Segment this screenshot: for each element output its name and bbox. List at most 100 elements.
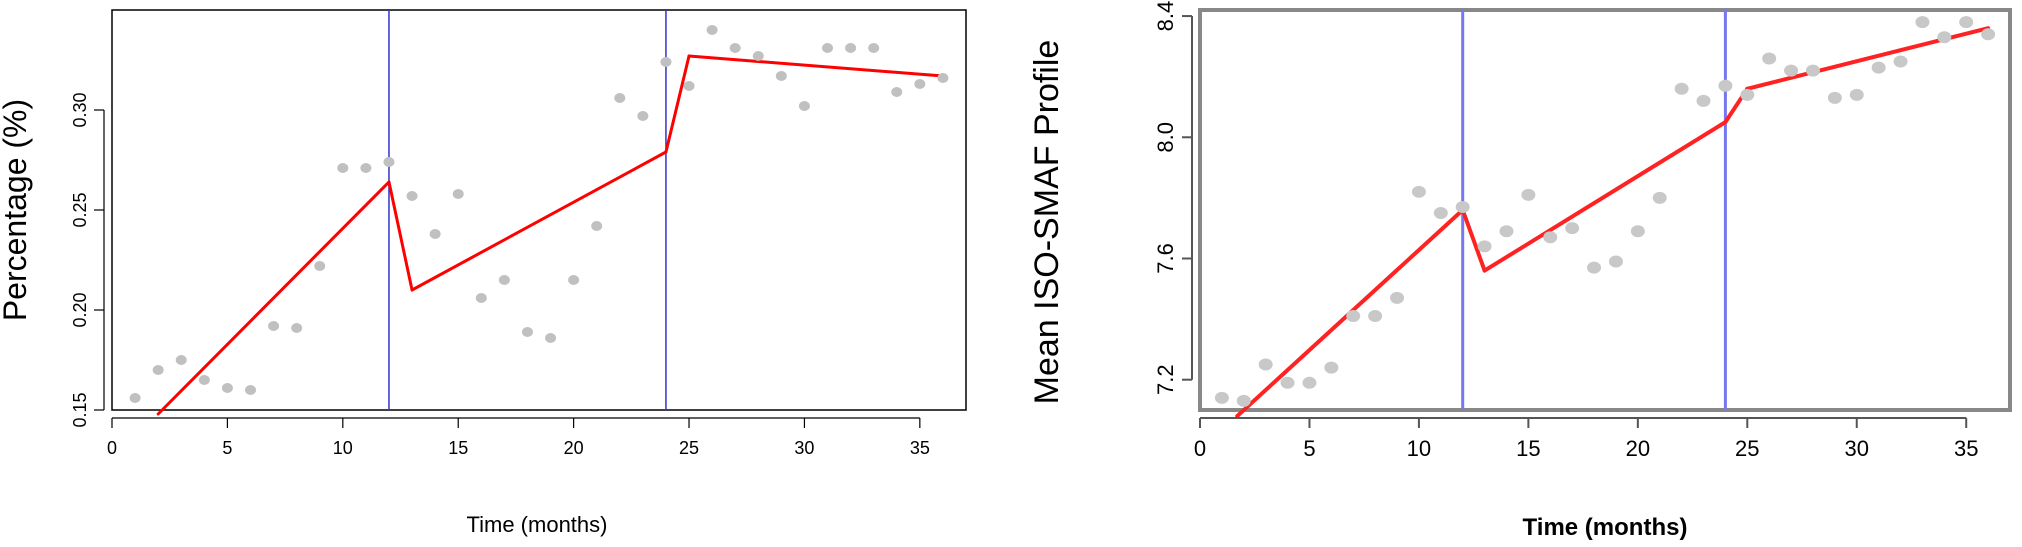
y-axis-title: Mean ISO-SMAF Profile (1028, 40, 1066, 405)
x-tick-label: 25 (679, 438, 699, 458)
data-point (1740, 88, 1755, 101)
y-tick-label: 8.0 (1153, 122, 1178, 153)
data-point (1565, 222, 1580, 235)
data-point (1805, 64, 1820, 77)
data-point (175, 355, 187, 365)
data-point (868, 43, 880, 53)
right-chart: 0 5 10 15 20 25 30 35 7.2 7.6 8.0 8.4 Time (months… (1028, 1, 2012, 541)
plot-frame (1198, 8, 2012, 412)
data-point (1368, 310, 1383, 323)
fit-segment (387, 180, 414, 292)
x-tick-label: 30 (1845, 436, 1869, 461)
data-point (1915, 16, 1930, 29)
data-point (1893, 55, 1908, 68)
data-point (1762, 52, 1777, 65)
fit-segment (1745, 26, 1991, 91)
data-point (1477, 240, 1492, 253)
fit-segment (687, 54, 945, 78)
y-axis-title: Percentage (%) (0, 99, 33, 321)
x-tick-label: 10 (333, 438, 353, 458)
data-point (198, 375, 210, 385)
data-point (1587, 261, 1602, 274)
data-point (521, 327, 533, 337)
data-point (683, 81, 695, 91)
data-point (937, 73, 949, 83)
data-point (1236, 394, 1251, 407)
x-tick-label: 15 (448, 438, 468, 458)
right-chart-panel: 0 5 10 15 20 25 30 35 7.2 7.6 8.0 8.4 Time (months… (1010, 0, 2022, 547)
data-point (383, 157, 395, 167)
data-point (891, 87, 903, 97)
data-point (1302, 376, 1317, 389)
x-tick-label: 10 (1407, 436, 1431, 461)
data-point (614, 93, 626, 103)
data-point (1433, 207, 1448, 220)
y-tick-label: 0.30 (70, 92, 90, 127)
x-tick-label: 20 (1626, 436, 1650, 461)
data-point (1630, 225, 1645, 238)
data-point (775, 71, 787, 81)
y-tick-label: 7.2 (1153, 364, 1178, 395)
data-point (1390, 291, 1405, 304)
data-point (452, 189, 464, 199)
data-point (129, 393, 141, 403)
data-point (1280, 376, 1295, 389)
plot-frame (111, 9, 967, 411)
y-tick-label: 0.20 (70, 292, 90, 327)
data-point (1258, 358, 1273, 371)
data-point (1499, 225, 1514, 238)
data-point (1718, 79, 1733, 92)
x-tick-label: 15 (1516, 436, 1540, 461)
y-tick-label: 8.4 (1153, 1, 1178, 32)
data-point (244, 385, 256, 395)
data-point (1827, 91, 1842, 104)
fit-segment (664, 54, 691, 154)
data-point (568, 275, 580, 285)
data-point (1543, 231, 1558, 244)
data-point (1871, 61, 1886, 74)
data-point (268, 321, 280, 331)
data-point (798, 101, 810, 111)
data-point (337, 163, 349, 173)
data-point (752, 51, 764, 61)
data-point (314, 261, 326, 271)
data-point (498, 275, 510, 285)
data-point (822, 43, 834, 53)
data-point (1981, 28, 1996, 41)
y-tick-label: 0.25 (70, 192, 90, 227)
x-axis-title: Time (months) (467, 512, 608, 537)
data-point (706, 25, 718, 35)
data-point (1455, 200, 1470, 213)
y-tick-label: 7.6 (1153, 243, 1178, 274)
data-point (1214, 391, 1229, 404)
fit-segment (156, 180, 391, 416)
data-point (152, 365, 164, 375)
data-point (1696, 94, 1711, 107)
x-tick-label: 30 (794, 438, 814, 458)
x-tick-label: 5 (222, 438, 232, 458)
data-point (1324, 361, 1339, 374)
x-tick-label: 0 (1194, 436, 1206, 461)
data-point (429, 229, 441, 239)
x-tick-label: 35 (910, 438, 930, 458)
data-point (729, 43, 741, 53)
data-point (1346, 310, 1361, 323)
data-point (660, 57, 672, 67)
x-tick-label: 25 (1735, 436, 1759, 461)
fit-segment (1482, 120, 1728, 273)
x-axis-title: Time (months) (1523, 514, 1688, 541)
x-tick-label: 20 (564, 438, 584, 458)
left-chart: 0 5 10 15 20 25 30 35 0.15 0.20 0.25 0.30 Time (mo… (0, 9, 967, 537)
y-tick-label: 0.15 (70, 392, 90, 427)
data-point (545, 333, 557, 343)
x-tick-label: 0 (107, 438, 117, 458)
data-point (1784, 64, 1799, 77)
data-point (1521, 188, 1536, 201)
data-point (406, 191, 418, 201)
data-point (221, 383, 233, 393)
data-point (1937, 31, 1952, 44)
data-point (1608, 255, 1623, 268)
data-point (1959, 16, 1974, 29)
data-point (591, 221, 603, 231)
fit-segment (410, 150, 668, 292)
